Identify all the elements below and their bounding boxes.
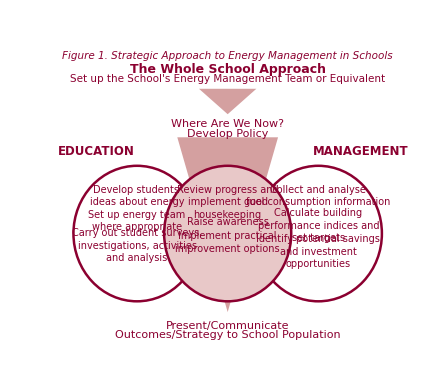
Text: Review progress and
implement good
housekeeping: Review progress and implement good house… bbox=[177, 185, 279, 220]
Text: Develop Policy: Develop Policy bbox=[187, 129, 268, 139]
Text: Calculate building
performance indices and
set targets: Calculate building performance indices a… bbox=[258, 208, 379, 243]
Text: Figure 1. Strategic Approach to Energy Management in Schools: Figure 1. Strategic Approach to Energy M… bbox=[62, 51, 392, 61]
Ellipse shape bbox=[255, 166, 382, 301]
Text: Set up energy team
where appropriate: Set up energy team where appropriate bbox=[89, 210, 186, 232]
Text: MANAGEMENT: MANAGEMENT bbox=[312, 145, 408, 158]
Text: Identify potential savings
and investment
opportunities: Identify potential savings and investmen… bbox=[256, 234, 380, 269]
Text: Implement practical
improvement options: Implement practical improvement options bbox=[175, 231, 280, 253]
Polygon shape bbox=[199, 89, 256, 114]
Ellipse shape bbox=[73, 166, 201, 301]
Polygon shape bbox=[177, 137, 278, 312]
Ellipse shape bbox=[164, 166, 291, 301]
Text: Collect and analyse
fuel consumption information: Collect and analyse fuel consumption inf… bbox=[246, 185, 391, 207]
Text: Outcomes/Strategy to School Population: Outcomes/Strategy to School Population bbox=[115, 330, 340, 340]
Text: Present/Communicate: Present/Communicate bbox=[166, 320, 289, 330]
Text: EDUCATION: EDUCATION bbox=[57, 145, 134, 158]
Text: Where Are We Now?: Where Are We Now? bbox=[171, 119, 284, 129]
Text: The Whole School Approach: The Whole School Approach bbox=[129, 63, 326, 76]
Text: Carry out student surveys,
investigations, activities
and analysis: Carry out student surveys, investigation… bbox=[72, 228, 202, 263]
Text: Set up the School's Energy Management Team or Equivalent: Set up the School's Energy Management Te… bbox=[70, 74, 385, 84]
Text: Raise awareness: Raise awareness bbox=[187, 217, 269, 228]
Text: Develop students'
ideas about energy: Develop students' ideas about energy bbox=[90, 185, 184, 207]
